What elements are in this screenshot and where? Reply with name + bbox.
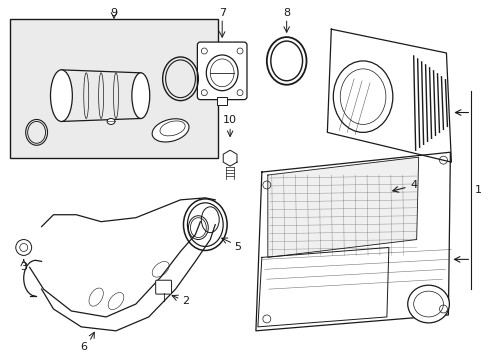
Polygon shape [255, 152, 449, 331]
Bar [217, 96, 226, 105]
Polygon shape [326, 29, 450, 162]
Text: 2: 2 [182, 296, 189, 306]
Ellipse shape [407, 285, 448, 323]
Text: 10: 10 [223, 116, 237, 126]
Ellipse shape [107, 118, 115, 125]
Ellipse shape [132, 73, 149, 118]
Text: 7: 7 [218, 8, 225, 18]
Text: 3: 3 [20, 262, 27, 272]
Circle shape [16, 239, 32, 255]
Text: 9: 9 [110, 8, 117, 18]
FancyBboxPatch shape [197, 42, 246, 100]
Ellipse shape [152, 119, 189, 142]
FancyBboxPatch shape [155, 280, 171, 294]
Bar [10, 19, 218, 158]
Text: 8: 8 [283, 8, 290, 18]
Text: 1: 1 [474, 185, 481, 195]
Polygon shape [223, 150, 237, 166]
Polygon shape [267, 157, 418, 257]
Text: 6: 6 [81, 342, 87, 352]
Text: 5: 5 [234, 243, 241, 252]
Text: 4: 4 [409, 180, 416, 190]
Ellipse shape [50, 70, 72, 121]
Polygon shape [257, 247, 388, 327]
